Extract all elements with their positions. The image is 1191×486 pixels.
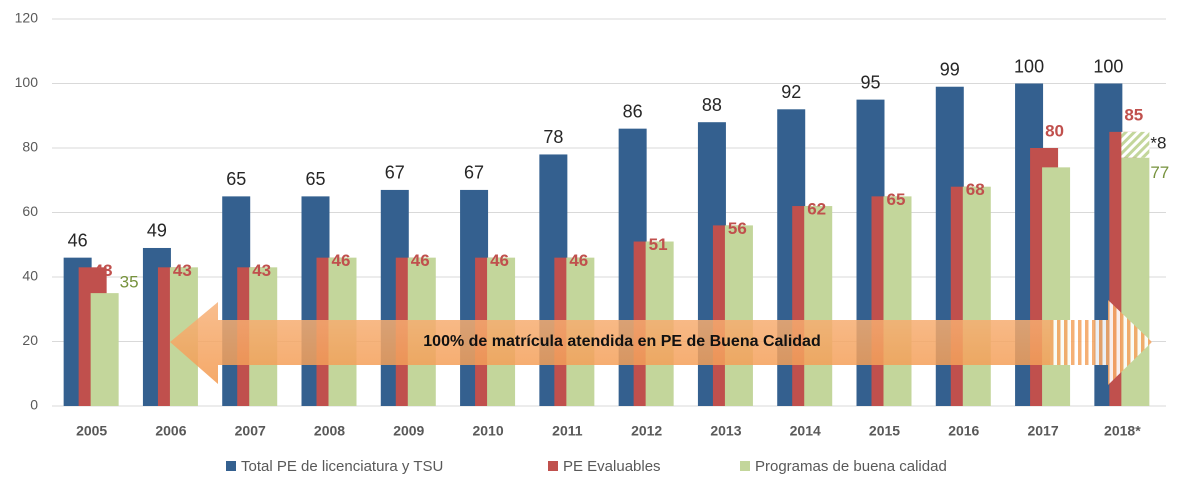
bar [962, 186, 991, 406]
y-tick-label: 40 [22, 268, 38, 284]
x-tick-label: 2013 [710, 423, 741, 439]
labels: 2005 46 43 35 2006 49 43 2007 65 43 2008 65 46 2009 67… [68, 56, 1170, 475]
x-tick-label: 2015 [869, 423, 900, 439]
value-label: 46 [490, 251, 509, 270]
value-label: 77 [1150, 163, 1169, 182]
value-label: 100 [1014, 56, 1044, 76]
y-tick-label: 120 [15, 10, 39, 26]
value-label: 78 [543, 127, 563, 147]
x-tick-label: 2005 [76, 423, 107, 439]
value-label: 92 [781, 82, 801, 102]
legend-swatch [740, 461, 750, 471]
legend-swatch [548, 461, 558, 471]
y-tick-label: 60 [22, 203, 38, 219]
value-label: 100 [1093, 56, 1123, 76]
x-tick-label: 2014 [790, 423, 821, 439]
value-label: 43 [173, 261, 192, 280]
value-label: 88 [702, 95, 722, 115]
value-label: 51 [649, 235, 668, 254]
y-tick-label: 100 [15, 74, 39, 90]
bar [724, 225, 753, 406]
x-tick-label: 2012 [631, 423, 662, 439]
value-label: 43 [94, 261, 113, 280]
value-label: 46 [332, 251, 351, 270]
y-tick-label: 0 [30, 397, 38, 413]
x-tick-label: 2018* [1104, 423, 1141, 439]
y-tick-label: 20 [22, 332, 38, 348]
value-label: 67 [385, 163, 405, 183]
value-label: 65 [226, 169, 246, 189]
arrow-body [170, 302, 1050, 384]
value-label: 85 [1124, 105, 1143, 124]
x-tick-label: 2011 [552, 423, 583, 439]
value-label: 46 [569, 251, 588, 270]
x-tick-label: 2008 [314, 423, 345, 439]
legend-swatch [226, 461, 236, 471]
value-label: 80 [1045, 121, 1064, 140]
value-label: 99 [940, 59, 960, 79]
x-tick-label: 2009 [393, 423, 424, 439]
value-label: 43 [252, 261, 271, 280]
annotation-arrow: 100% de matrícula atendida en PE de Buen… [170, 300, 1152, 385]
value-label: 62 [807, 200, 826, 219]
x-tick-label: 2017 [1027, 423, 1058, 439]
bar [883, 196, 912, 406]
x-tick-label: 2010 [472, 423, 503, 439]
value-label: 46 [68, 230, 88, 250]
annotation: 100% de matrícula atendida en PE de Buen… [423, 333, 820, 350]
value-label: 49 [147, 221, 167, 241]
value-label: 67 [464, 163, 484, 183]
value-label: 46 [411, 251, 430, 270]
bar [90, 293, 119, 406]
legend-label: PE Evaluables [563, 458, 661, 475]
bar [1042, 167, 1071, 406]
bar [804, 206, 833, 406]
value-label: 65 [305, 169, 325, 189]
value-label: 65 [887, 190, 906, 209]
value-label: 86 [623, 101, 643, 121]
x-tick-label: 2007 [235, 423, 266, 439]
value-label: 35 [120, 273, 139, 292]
arrow-head [1050, 300, 1152, 385]
x-tick-label: 2006 [155, 423, 186, 439]
x-tick-label: 2016 [948, 423, 979, 439]
hatch-segment [1121, 131, 1150, 158]
bar [1121, 157, 1150, 406]
y-tick-label: 80 [22, 139, 38, 155]
legend-label: Programas de buena calidad [755, 458, 947, 475]
value-label: 56 [728, 219, 747, 238]
value-label: 68 [966, 180, 985, 199]
segment-label: *8 [1150, 133, 1166, 152]
value-label: 95 [860, 72, 880, 92]
legend-label: Total PE de licenciatura y TSU [241, 458, 443, 475]
